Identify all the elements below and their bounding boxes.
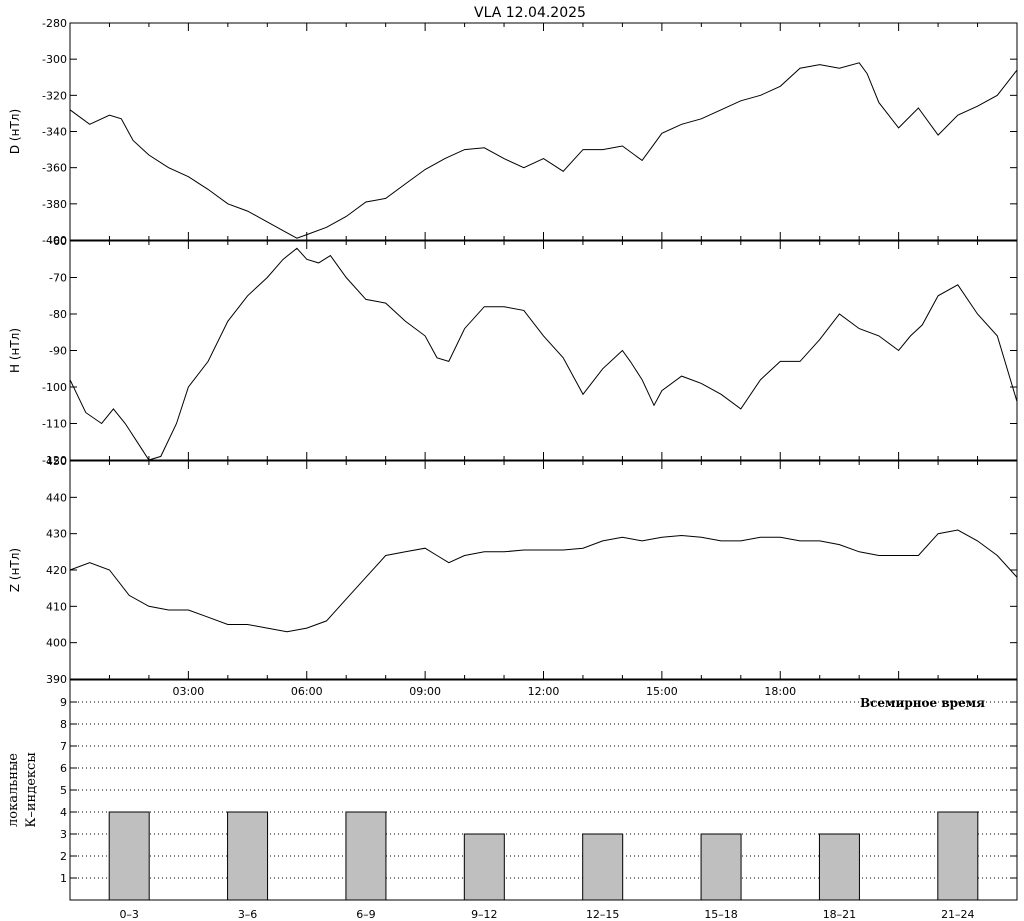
series-line-z: [69, 529, 1018, 633]
series-line-d: [69, 62, 1018, 239]
y-tick-label: 390: [46, 673, 67, 686]
x-axis-label: Всемирное время: [860, 696, 985, 710]
y-tick-label: -100: [42, 381, 67, 394]
k-index-bar: [818, 833, 860, 901]
k-index-bar: [582, 833, 624, 901]
category-label: 21–24: [941, 908, 975, 921]
category-label: 18–21: [823, 908, 857, 921]
y-tick-label: 400: [46, 637, 67, 650]
panel-frame: [69, 460, 1018, 680]
panel-d: -400 -380 -360 -340 -320 -300 -280 D (нТл): [8, 17, 1018, 247]
k-index-bar: [345, 811, 387, 901]
y-tick-label: -120: [42, 454, 67, 467]
x-tick-label: 12:00: [528, 685, 560, 698]
category-label: 9–12: [471, 908, 498, 921]
y-axis-label: D (нТл): [8, 109, 22, 154]
x-tick-label: 18:00: [764, 685, 796, 698]
y-tick-label: 2: [60, 850, 67, 863]
y-tick-label: 440: [46, 491, 67, 504]
y-tick-label: 7: [60, 740, 67, 753]
y-axis-label: К–индексы: [24, 752, 39, 827]
k-index-bar: [937, 811, 979, 901]
y-axis-label: H (нТл): [8, 328, 22, 373]
y-tick-label: 1: [60, 872, 67, 885]
y-tick-label: 420: [46, 564, 67, 577]
y-tick-label: 410: [46, 600, 67, 613]
category-label: 6–9: [356, 908, 376, 921]
chart-title: VLA 12.04.2025: [474, 5, 586, 21]
x-tick-label: 03:00: [173, 685, 205, 698]
y-tick-label: 9: [60, 696, 67, 709]
y-tick-label: -320: [42, 89, 67, 102]
panel-z: 390 400 410 420 430 440 450 Z (нТл): [8, 455, 1018, 686]
category-label: 12–15: [586, 908, 620, 921]
y-tick-label: -340: [42, 126, 67, 139]
y-axis-label: локальные: [6, 753, 21, 827]
x-tick-label: 09:00: [409, 685, 441, 698]
y-tick-label: -380: [42, 198, 67, 211]
y-tick-label: 430: [46, 528, 67, 541]
k-index-bar: [108, 811, 150, 901]
panel-frame: [69, 240, 1018, 461]
x-tick-label: 06:00: [291, 685, 323, 698]
y-tick-label: 5: [60, 784, 67, 797]
y-tick-label: -360: [42, 162, 67, 175]
y-tick-label: 450: [46, 455, 67, 468]
category-label: 0–3: [119, 908, 139, 921]
panel-frame: [69, 22, 1018, 241]
y-tick-label: -280: [42, 17, 67, 30]
category-label: 3–6: [238, 908, 258, 921]
category-label: 15–18: [704, 908, 738, 921]
k-index-bar: [463, 833, 505, 901]
y-tick-label: -300: [42, 53, 67, 66]
y-tick-label: -400: [42, 234, 67, 247]
panel-h: -120 -110 -100 -90 -80 -70 -60 H (нТл): [8, 235, 1018, 467]
k-index-bar: [227, 811, 269, 901]
y-tick-label: -60: [49, 235, 67, 248]
k-index-bar: [700, 833, 742, 901]
x-tick-label: 15:00: [646, 685, 678, 698]
y-tick-label: 3: [60, 828, 67, 841]
panel-k-index: 1 2 3 4 5 6 7 8 9 03:00 06:00 09:00 12:00 15:00 18:00 л…: [6, 679, 1018, 921]
y-tick-label: -70: [49, 272, 67, 285]
y-tick-label: -90: [49, 345, 67, 358]
y-tick-label: 6: [60, 762, 67, 775]
y-tick-label: -80: [49, 308, 67, 321]
y-axis-label: Z (нТл): [8, 548, 22, 592]
y-tick-label: -110: [42, 418, 67, 431]
y-tick-label: 4: [60, 806, 67, 819]
y-tick-label: 8: [60, 718, 67, 731]
series-line-h: [69, 247, 1018, 461]
